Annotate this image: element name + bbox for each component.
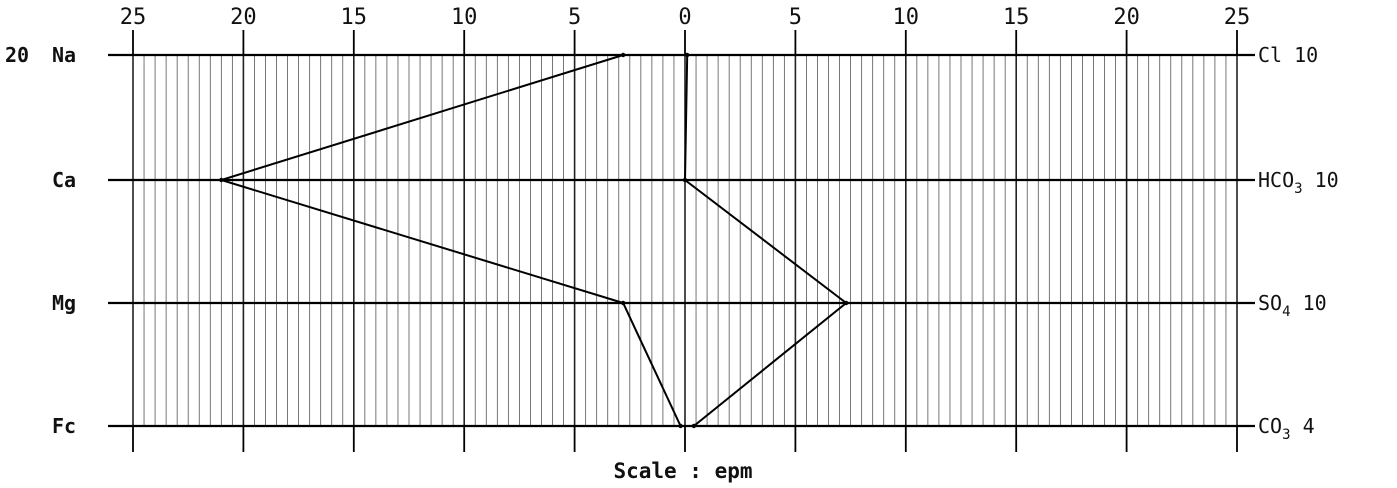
data-point bbox=[620, 300, 626, 306]
x-tick-label: 25 bbox=[1224, 5, 1251, 30]
label-layer: 25 20 15 10 5 0 5 10 15 20 25 20 Na Ca Mg Fc Cl 10 HCO3 1… bbox=[5, 5, 1339, 443]
x-tick-label: 10 bbox=[451, 5, 478, 30]
anion-label: SO4 10 bbox=[1258, 291, 1327, 320]
x-tick-label: 0 bbox=[678, 5, 691, 30]
data-point bbox=[678, 423, 683, 429]
anion-label: Cl 10 bbox=[1258, 43, 1318, 67]
stiff-polygon bbox=[217, 54, 848, 427]
grid-layer bbox=[132, 55, 1238, 426]
data-point bbox=[620, 52, 626, 58]
cation-label: Na bbox=[52, 43, 76, 67]
cation-prefix: 20 bbox=[5, 43, 29, 67]
data-point bbox=[685, 52, 690, 58]
x-axis-title: Scale : epm bbox=[613, 459, 752, 483]
data-point bbox=[682, 177, 688, 183]
data-point bbox=[843, 300, 849, 306]
data-layer bbox=[217, 52, 849, 429]
x-tick-label: 20 bbox=[230, 5, 257, 30]
axis-layer bbox=[108, 30, 1255, 452]
x-tick-label: 20 bbox=[1113, 5, 1140, 30]
x-tick-label: 15 bbox=[341, 5, 368, 30]
x-tick-label: 5 bbox=[789, 5, 802, 30]
anion-label: HCO3 10 bbox=[1258, 168, 1339, 197]
x-tick-label: 25 bbox=[120, 5, 147, 30]
x-tick-label: 15 bbox=[1003, 5, 1030, 30]
x-tick-label: 10 bbox=[893, 5, 920, 30]
cation-label: Fc bbox=[52, 414, 76, 438]
data-point bbox=[691, 423, 697, 429]
cation-label: Ca bbox=[52, 168, 76, 192]
data-point bbox=[219, 177, 224, 183]
cation-label: Mg bbox=[52, 291, 76, 315]
x-tick-label: 5 bbox=[568, 5, 581, 30]
anion-label: CO3 4 bbox=[1258, 414, 1315, 443]
